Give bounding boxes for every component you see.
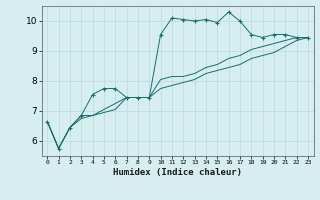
X-axis label: Humidex (Indice chaleur): Humidex (Indice chaleur) [113, 168, 242, 177]
